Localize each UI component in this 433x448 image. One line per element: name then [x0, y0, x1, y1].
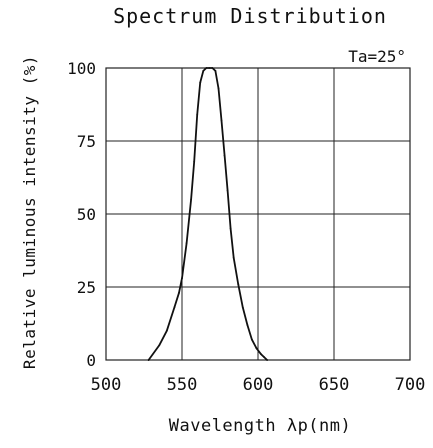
data-point-0-17: [220, 119, 223, 122]
y-tick-label-0: 0: [86, 351, 96, 370]
y-tick-label-50: 50: [77, 205, 96, 224]
data-point-0-1: [158, 344, 161, 347]
x-tick-label-700: 700: [395, 375, 426, 395]
data-point-0-27: [260, 353, 262, 356]
data-point-0-20: [229, 227, 232, 230]
data-point-0-11: [202, 70, 205, 72]
data-point-0-2: [165, 329, 168, 332]
data-point-0-16: [217, 87, 220, 90]
data-point-0-5: [181, 277, 183, 280]
x-axis-label: Wavelength λp(nm): [168, 416, 352, 436]
data-point-0-4: [178, 291, 180, 294]
spectrum-curve-0: [147, 67, 268, 361]
plot-frame: [105, 67, 411, 361]
y-tick-label-75: 75: [77, 132, 96, 151]
data-point-0-3: [173, 306, 176, 309]
temperature-annotation: Ta=25°: [348, 47, 406, 66]
data-point-0-12: [205, 67, 208, 69]
data-point-0-23: [241, 306, 244, 309]
data-point-0-8: [193, 160, 196, 163]
data-point-0-24: [246, 324, 249, 326]
data-point-0-9: [196, 113, 199, 116]
data-point-0-21: [232, 256, 235, 259]
y-tick-label-25: 25: [77, 278, 96, 297]
data-point-0-28: [263, 356, 265, 358]
y-tick-label-100: 100: [67, 59, 96, 78]
x-tick-label-600: 600: [243, 375, 274, 395]
data-point-0-15: [214, 70, 217, 72]
x-tick-label-500: 500: [91, 375, 122, 395]
data-point-0-26: [255, 347, 258, 350]
x-tick-label-650: 650: [319, 375, 350, 395]
data-point-0-13: [208, 67, 211, 69]
chart-title: Spectrum Distribution: [113, 4, 387, 28]
data-point-0-18: [223, 154, 226, 157]
data-point-0-19: [226, 189, 229, 192]
x-tick-label-550: 550: [167, 375, 198, 395]
data-point-0-25: [251, 338, 253, 341]
data-point-0-7: [190, 198, 193, 201]
data-point-0-10: [199, 81, 202, 84]
data-point-0-6: [185, 242, 188, 245]
data-point-0-14: [211, 67, 214, 69]
data-point-0-22: [237, 283, 240, 285]
data-point-0-29: [266, 359, 269, 361]
data-point-0-0: [147, 359, 150, 361]
